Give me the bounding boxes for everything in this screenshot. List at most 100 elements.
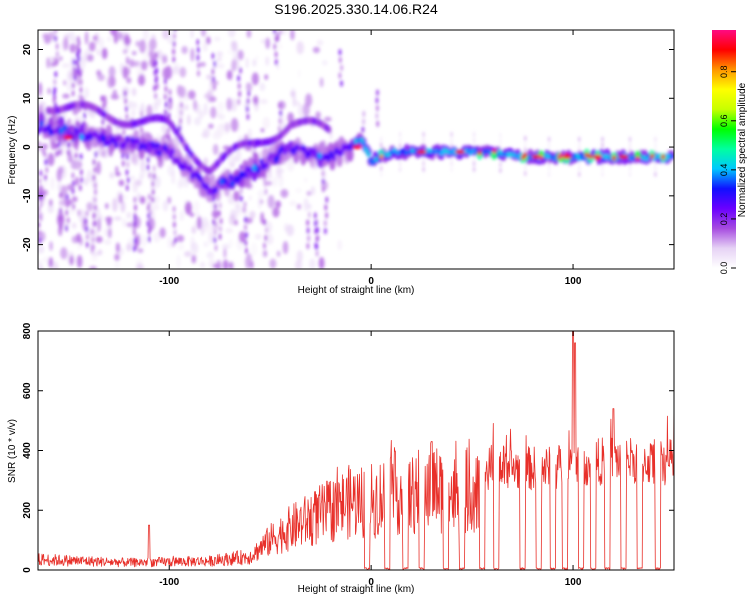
heatmap-cell: [229, 261, 233, 269]
heatmap-cell: [89, 102, 95, 111]
heatmap-cell: [375, 112, 379, 120]
heatmap-cell: [57, 182, 62, 192]
heatmap-cell: [149, 183, 156, 192]
heatmap-cell: [77, 55, 81, 62]
heatmap-cell: [38, 206, 41, 213]
heatmap-cell: [322, 153, 328, 161]
heatmap-cell: [149, 217, 152, 224]
heatmap-cell: [282, 148, 288, 155]
heatmap-cell: [399, 161, 401, 167]
heatmap-cell: [72, 107, 79, 115]
heatmap-cell: [147, 204, 150, 212]
heatmap-cell: [112, 197, 118, 212]
heatmap-cell: [153, 231, 161, 243]
heatmap-cell: [93, 166, 97, 174]
heatmap-cell: [109, 172, 115, 179]
heatmap-cell: [76, 67, 80, 74]
heatmap-cell: [336, 153, 343, 167]
heatmap-cell: [247, 128, 252, 141]
heatmap-cell: [121, 160, 125, 167]
heatmap-cell: [95, 161, 102, 175]
heatmap-cell: [246, 82, 250, 89]
snr-ticks: -100 0 100 0 200 400 600 800: [22, 322, 674, 588]
heatmap-cell: [184, 163, 190, 171]
heatmap-cell: [592, 154, 603, 159]
heatmap-cell: [72, 196, 78, 203]
heatmap-cell: [202, 43, 208, 53]
x-tick-label: -100: [159, 577, 179, 588]
heatmap-cell: [325, 196, 329, 203]
heatmap-cell: [477, 150, 482, 156]
heatmap-cell: [223, 247, 227, 259]
heatmap-cell: [55, 43, 59, 50]
heatmap-cell: [121, 194, 129, 200]
y-tick-label: 200: [22, 501, 33, 518]
heatmap-cell: [42, 256, 50, 264]
heatmap-cell: [337, 239, 343, 251]
heatmap-cell: [448, 150, 453, 156]
heatmap-cell: [243, 201, 247, 207]
heatmap-cell: [206, 251, 215, 259]
heatmap-cell: [301, 144, 306, 152]
heatmap-cell: [286, 159, 295, 172]
heatmap-cell: [142, 30, 149, 41]
heatmap-cell: [339, 149, 344, 156]
heatmap-cell: [214, 211, 217, 218]
heatmap-cell: [133, 214, 137, 221]
heatmap-cell: [135, 179, 143, 186]
heatmap-cell: [253, 151, 256, 158]
heatmap-cell: [328, 150, 333, 158]
heatmap-cell: [262, 116, 271, 130]
heatmap-cell: [244, 165, 250, 173]
heatmap-cell: [55, 58, 59, 66]
heatmap-cell: [153, 85, 157, 92]
heatmap-cell: [92, 212, 96, 219]
heatmap-cell: [297, 69, 301, 78]
heatmap-cell: [376, 105, 379, 112]
heatmap-cell: [68, 31, 76, 42]
heatmap-cell: [195, 158, 201, 167]
heatmap-cell: [205, 36, 211, 45]
heatmap-cell: [267, 194, 275, 209]
heatmap-cell: [89, 265, 98, 269]
heatmap-cell: [252, 164, 257, 172]
y-tick-label: -10: [22, 188, 33, 203]
heatmap-cell: [155, 83, 159, 90]
heatmap-cell: [319, 77, 324, 88]
heatmap-cell: [654, 171, 657, 177]
heatmap-cell: [194, 212, 200, 217]
heatmap-cell: [131, 109, 136, 118]
heatmap-cell: [635, 156, 640, 161]
heatmap-cell: [260, 128, 265, 133]
heatmap-cell: [148, 172, 152, 179]
heatmap-cell: [85, 241, 89, 248]
heatmap-cell: [231, 59, 237, 72]
heatmap-cell: [67, 126, 71, 133]
heatmap-cell: [404, 150, 410, 155]
heatmap-cell: [309, 258, 316, 269]
heatmap-cell: [233, 219, 239, 226]
heatmap-cell: [86, 233, 89, 241]
heatmap-cell: [84, 177, 89, 186]
heatmap-cell: [79, 100, 85, 109]
heatmap-cell: [66, 201, 70, 208]
heatmap-cell: [265, 233, 274, 245]
heatmap-cell: [212, 195, 216, 202]
heatmap-cell: [450, 167, 453, 172]
heatmap-cell: [601, 171, 604, 177]
heatmap-cell: [154, 77, 158, 84]
heatmap-cell: [321, 60, 328, 66]
x-tick-label: 100: [565, 276, 582, 287]
heatmap-cell: [80, 176, 84, 184]
heatmap-cell: [55, 106, 61, 115]
heatmap-cell: [272, 206, 280, 218]
heatmap-cell: [38, 140, 41, 151]
heatmap-cell: [206, 188, 211, 196]
heatmap-cell: [137, 248, 144, 253]
heatmap-cell: [203, 241, 209, 248]
heatmap-cell: [219, 178, 224, 186]
heatmap-cell: [126, 153, 129, 160]
heatmap-cell: [73, 74, 77, 81]
x-tick-label: 100: [565, 577, 582, 588]
heatmap-cell: [125, 105, 128, 113]
